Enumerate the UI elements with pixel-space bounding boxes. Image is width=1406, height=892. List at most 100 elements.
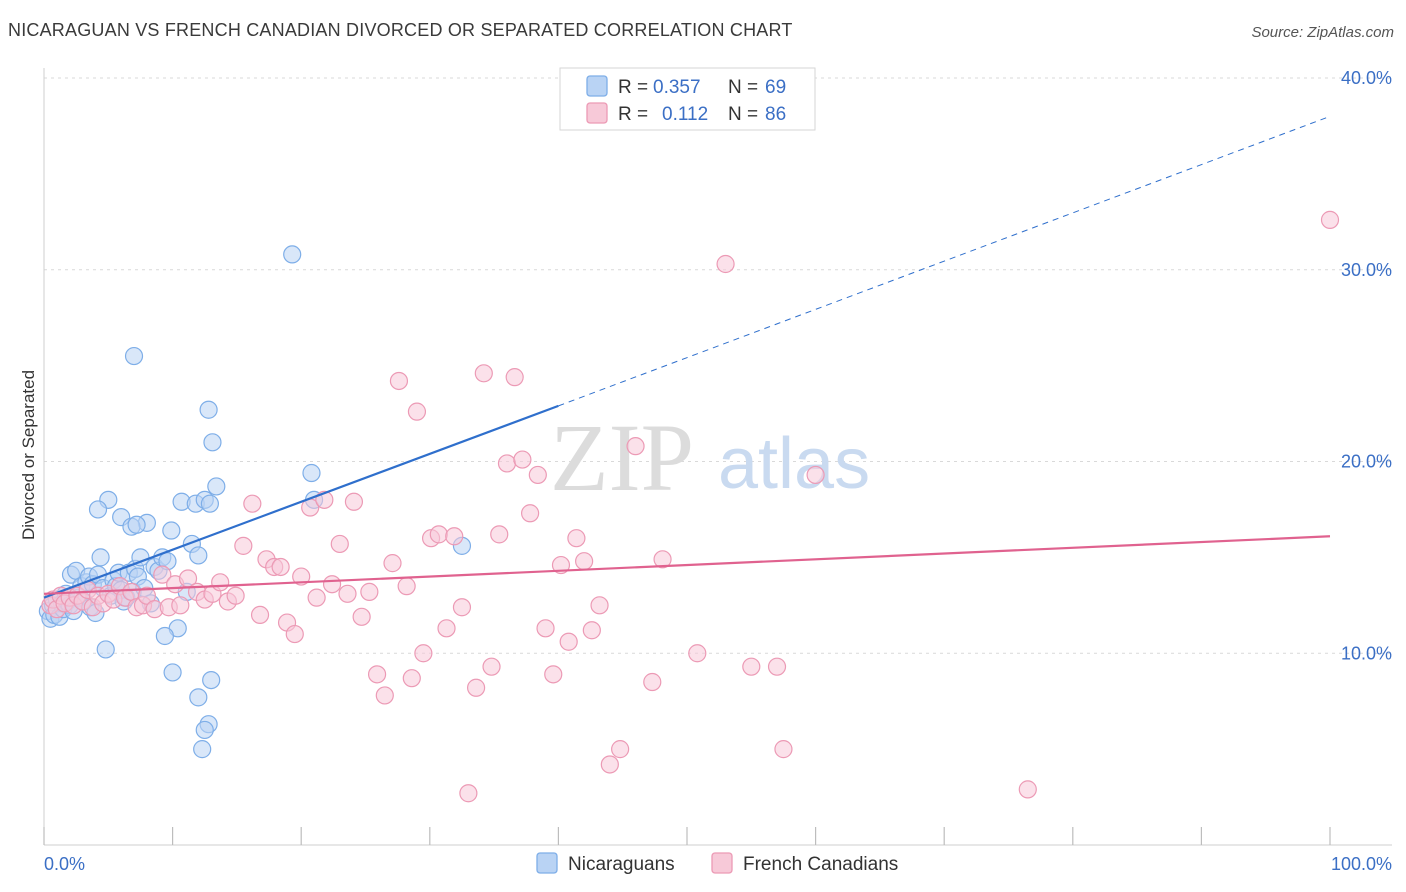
point-french-canadians (414, 644, 433, 663)
point-french-canadians (407, 402, 427, 421)
trend-line-nicaraguans-extension (558, 115, 1331, 407)
point-nicaraguans (302, 463, 321, 483)
point-french-canadians (582, 621, 601, 640)
point-french-canadians (330, 534, 349, 554)
point-french-canadians (536, 619, 555, 638)
point-french-canadians (774, 740, 793, 759)
point-french-canadians (653, 550, 672, 569)
point-french-canadians (338, 584, 357, 603)
point-french-canadians (626, 437, 645, 456)
legend-r-label: R = (618, 77, 648, 98)
point-french-canadians (383, 554, 402, 573)
legend-swatch-nicaraguans (586, 75, 608, 97)
point-french-canadians (226, 586, 245, 605)
axes (43, 68, 1392, 846)
watermark-zip: ZIP (550, 404, 694, 511)
watermark: ZIP atlas (550, 404, 870, 511)
point-french-canadians (122, 582, 141, 601)
point-french-canadians (250, 605, 270, 625)
y-tick-label: 10.0% (1341, 643, 1392, 663)
watermark-atlas: atlas (718, 424, 870, 504)
legend-n-value: 69 (765, 77, 786, 98)
y-tick-label: 40.0% (1341, 68, 1392, 88)
point-french-canadians (375, 686, 394, 705)
legend-series: Nicaraguans French Canadians (536, 852, 898, 875)
point-french-canadians (367, 665, 387, 684)
point-french-canadians (211, 573, 230, 592)
point-french-canadians (466, 678, 486, 697)
point-french-canadians (1018, 780, 1037, 799)
trend-line-french-canadians (43, 535, 1331, 595)
point-french-canadians (806, 465, 825, 485)
point-nicaraguans (200, 494, 219, 513)
point-french-canadians (688, 644, 707, 663)
point-french-canadians (551, 555, 571, 575)
point-french-canadians (482, 657, 501, 676)
point-french-canadians (559, 632, 578, 651)
legend-swatch-french-canadians (711, 852, 733, 874)
point-nicaraguans (91, 548, 110, 567)
point-nicaraguans (155, 626, 174, 646)
point-french-canadians (445, 527, 464, 546)
y-tick-labels: 10.0% 20.0% 30.0% 40.0% (1341, 68, 1392, 663)
point-french-canadians (1320, 210, 1340, 229)
legend-n-label: N = (728, 104, 758, 125)
y-tick-label: 30.0% (1341, 260, 1392, 280)
legend-r-value: 0.112 (662, 104, 708, 125)
trend-lines (43, 115, 1331, 599)
point-nicaraguans (96, 640, 115, 659)
point-french-canadians (567, 529, 586, 548)
point-french-canadians (437, 619, 456, 638)
legend-n-value: 86 (765, 104, 786, 125)
point-french-canadians (716, 254, 735, 274)
legend-swatch-french-canadians (586, 102, 608, 124)
point-french-canadians (521, 504, 540, 523)
x-tick-label-max: 100.0% (1331, 854, 1392, 874)
point-french-canadians (285, 624, 304, 644)
point-french-canadians (171, 596, 190, 615)
point-french-canadians (243, 494, 262, 513)
point-french-canadians (344, 492, 364, 511)
legend-stats: R = 0.357 N = 69 R = 0.112 N = 86 (559, 67, 816, 131)
point-french-canadians (767, 657, 787, 676)
point-french-canadians (452, 598, 472, 617)
legend-n-label: N = (728, 77, 758, 98)
grid-lines (44, 77, 1392, 654)
point-french-canadians (271, 557, 290, 577)
point-french-canadians (397, 577, 416, 596)
data-points (38, 210, 1340, 803)
point-nicaraguans (127, 515, 146, 534)
x-tick-label-min: 0.0% (44, 854, 85, 874)
point-french-canadians (590, 596, 609, 615)
point-nicaraguans (162, 521, 181, 540)
point-french-canadians (544, 665, 563, 684)
point-french-canadians (528, 465, 547, 485)
point-nicaraguans (283, 245, 302, 264)
point-french-canadians (742, 657, 761, 676)
point-french-canadians (389, 371, 409, 391)
legend-label-french-canadians: French Canadians (743, 854, 898, 875)
point-nicaraguans (199, 400, 218, 419)
point-french-canadians (429, 525, 448, 544)
point-french-canadians (474, 364, 493, 383)
legend-swatch-nicaraguans (536, 852, 558, 874)
point-french-canadians (360, 582, 379, 601)
chart-title: NICARAGUAN VS FRENCH CANADIAN DIVORCED O… (8, 20, 793, 40)
point-nicaraguans (202, 670, 221, 690)
point-nicaraguans (88, 500, 108, 519)
point-french-canadians (643, 672, 662, 692)
point-french-canadians (153, 565, 172, 584)
legend-r-label: R = (618, 104, 648, 125)
y-axis-title: Divorced or Separated (19, 370, 38, 540)
point-french-canadians (234, 536, 253, 555)
source-credit: Source: ZipAtlas.com (1251, 24, 1394, 41)
y-tick-label: 20.0% (1341, 452, 1392, 472)
point-nicaraguans (163, 663, 182, 682)
point-french-canadians (505, 368, 524, 387)
point-nicaraguans (189, 546, 208, 565)
point-nicaraguans (203, 433, 222, 452)
point-nicaraguans (207, 477, 226, 496)
point-french-canadians (600, 755, 619, 774)
point-nicaraguans (189, 688, 208, 707)
